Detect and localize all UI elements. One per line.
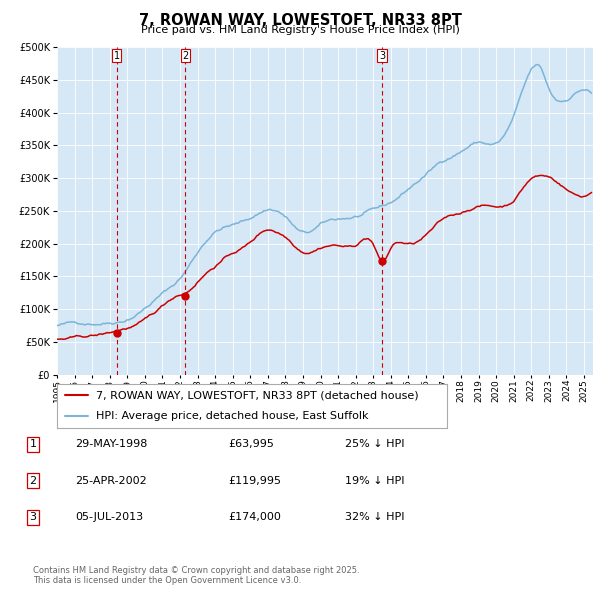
Text: 05-JUL-2013: 05-JUL-2013 <box>75 513 143 522</box>
Text: Price paid vs. HM Land Registry's House Price Index (HPI): Price paid vs. HM Land Registry's House … <box>140 25 460 35</box>
Text: 25% ↓ HPI: 25% ↓ HPI <box>345 440 404 449</box>
Text: £63,995: £63,995 <box>228 440 274 449</box>
Text: 1: 1 <box>114 51 120 61</box>
Text: HPI: Average price, detached house, East Suffolk: HPI: Average price, detached house, East… <box>96 411 368 421</box>
Text: 32% ↓ HPI: 32% ↓ HPI <box>345 513 404 522</box>
Text: Contains HM Land Registry data © Crown copyright and database right 2025.
This d: Contains HM Land Registry data © Crown c… <box>33 566 359 585</box>
Text: 2: 2 <box>29 476 37 486</box>
Text: 3: 3 <box>29 513 37 522</box>
Text: 2: 2 <box>182 51 188 61</box>
Text: 7, ROWAN WAY, LOWESTOFT, NR33 8PT: 7, ROWAN WAY, LOWESTOFT, NR33 8PT <box>139 13 461 28</box>
Text: 29-MAY-1998: 29-MAY-1998 <box>75 440 148 449</box>
Text: 1: 1 <box>29 440 37 449</box>
Text: 3: 3 <box>379 51 385 61</box>
Text: 19% ↓ HPI: 19% ↓ HPI <box>345 476 404 486</box>
Text: 7, ROWAN WAY, LOWESTOFT, NR33 8PT (detached house): 7, ROWAN WAY, LOWESTOFT, NR33 8PT (detac… <box>96 391 419 401</box>
Text: £119,995: £119,995 <box>228 476 281 486</box>
Text: £174,000: £174,000 <box>228 513 281 522</box>
Text: 25-APR-2002: 25-APR-2002 <box>75 476 147 486</box>
